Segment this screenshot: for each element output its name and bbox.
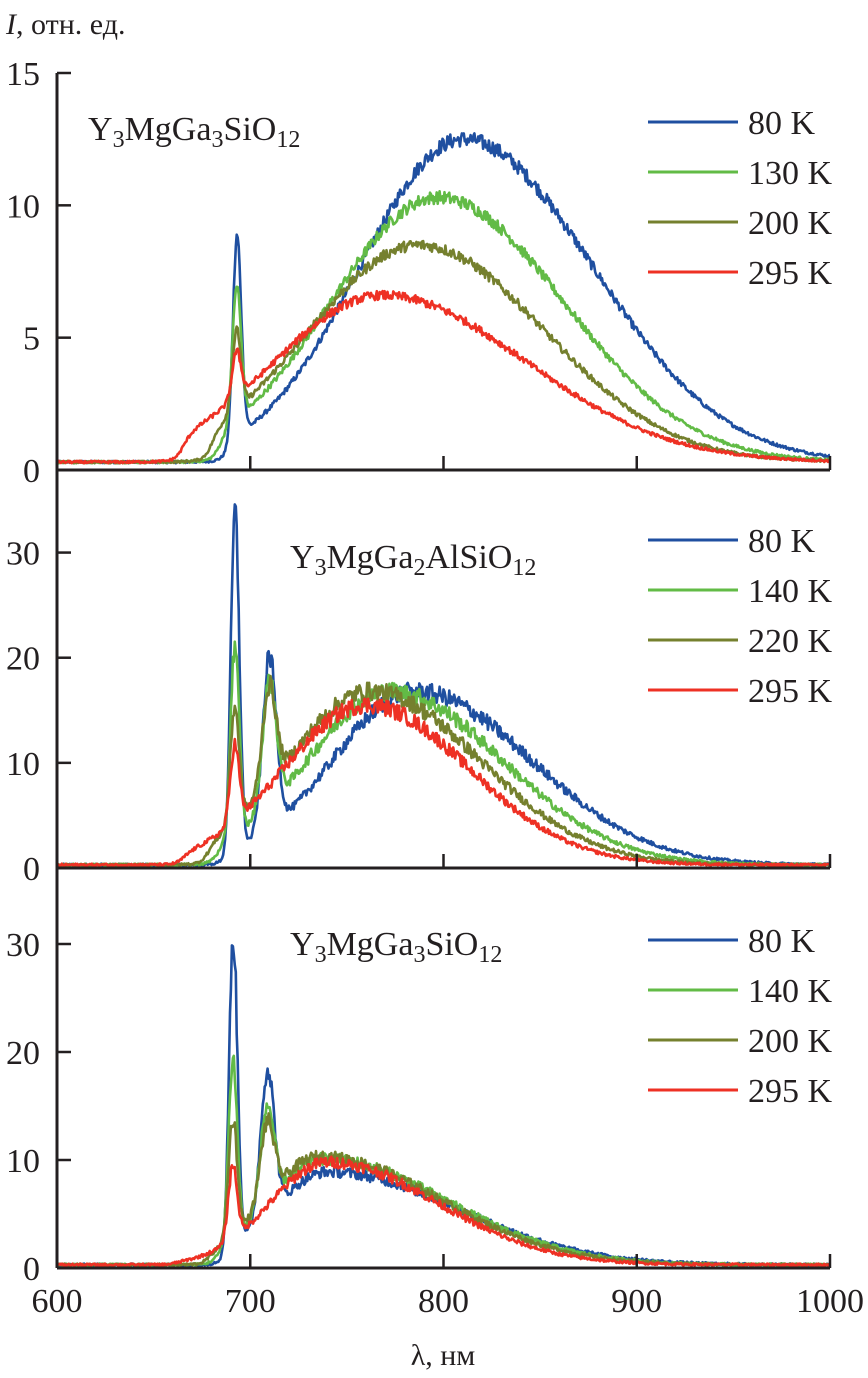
formula-text: MgGa: [327, 539, 414, 576]
legend-label: 140 K: [748, 573, 833, 610]
legend-item: 80 K: [648, 523, 816, 560]
legend-item: 220 K: [648, 623, 833, 660]
y-tick-label: 5: [23, 321, 40, 358]
panel-formula-label: Y3MgGa2AlSiO12: [290, 539, 536, 581]
formula-subscript: 3: [315, 942, 327, 968]
formula-subscript: 3: [211, 127, 223, 153]
series-line-140k: [56, 1054, 831, 1268]
legend-item: 130 K: [648, 155, 833, 192]
series-line-80k: [56, 944, 831, 1268]
formula-subscript: 12: [512, 555, 536, 581]
legend-label: 80 K: [748, 105, 816, 142]
series-line-200k: [56, 1112, 831, 1268]
formula-subscript: 2: [413, 555, 425, 581]
x-axis-title: λ, нм: [411, 1339, 476, 1372]
y-tick-label: 10: [6, 1143, 40, 1180]
series-line-200k: [56, 239, 831, 465]
legend-label: 130 K: [748, 155, 833, 192]
formula-subscript: 12: [276, 127, 300, 153]
x-tick-label: 800: [418, 1283, 469, 1320]
series-line-295k: [56, 1155, 832, 1268]
formula-text: AlSiO: [425, 539, 512, 576]
formula-subscript: 3: [315, 555, 327, 581]
legend-item: 295 K: [648, 255, 833, 292]
legend-label: 220 K: [748, 623, 833, 660]
y-tick-label: 10: [6, 746, 40, 783]
legend-item: 140 K: [648, 573, 833, 610]
legend-item: 200 K: [648, 205, 833, 242]
formula-text: Y: [290, 539, 315, 576]
formula-text: Y: [88, 111, 113, 148]
legend-item: 295 K: [648, 673, 833, 710]
formula-text: SiO: [425, 926, 478, 963]
formula-text: MgGa: [125, 111, 212, 148]
panel-formula-label: Y3MgGa3SiO12: [290, 926, 502, 968]
y-axis-title-unit: , отн. ед.: [16, 8, 125, 41]
y-axis-title-symbol: I: [5, 8, 18, 41]
series-line-130k: [56, 190, 831, 465]
y-tick-label: 15: [6, 56, 40, 93]
formula-text: Y: [290, 926, 315, 963]
y-tick-label: 0: [23, 1251, 40, 1288]
panel-middle: 0 10 20 30 Y3MgGa2AlSiO12 80 K 140 K 220 K 295 K: [6, 470, 833, 888]
legend-label: 295 K: [748, 255, 833, 292]
x-tick-label: 600: [32, 1283, 83, 1320]
formula-text: SiO: [223, 111, 276, 148]
series-line-295k: [56, 289, 831, 465]
formula-subscript: 12: [478, 942, 502, 968]
legend-item: 80 K: [648, 105, 816, 142]
formula-subscript: 3: [113, 127, 125, 153]
y-tick-label: 10: [6, 188, 40, 225]
legend-label: 295 K: [748, 1073, 833, 1110]
x-tick-label: 700: [225, 1283, 276, 1320]
series-line-80k: [56, 132, 831, 465]
formula-text: MgGa: [327, 926, 414, 963]
y-axis-title: I, отн. ед.: [5, 8, 125, 41]
y-tick-label: 20: [6, 641, 40, 678]
formula-subscript: 3: [413, 942, 425, 968]
series-line-295k: [56, 697, 831, 868]
legend-label: 140 K: [748, 973, 833, 1010]
panel-formula-label: Y3MgGa3SiO12: [88, 111, 300, 153]
legend-label: 200 K: [748, 205, 833, 242]
legend-label: 200 K: [748, 1023, 833, 1060]
y-tick-label: 30: [6, 927, 40, 964]
x-tick-label: 900: [611, 1283, 662, 1320]
x-tick-label: 1000: [796, 1283, 864, 1320]
y-tick-label: 20: [6, 1035, 40, 1072]
legend-label: 80 K: [748, 523, 816, 560]
y-tick-label: 0: [23, 851, 40, 888]
y-tick-label: 30: [6, 536, 40, 573]
legend-label: 295 K: [748, 673, 833, 710]
y-tick-label: 0: [23, 453, 40, 490]
legend-item: 200 K: [648, 1023, 833, 1060]
legend-item: 295 K: [648, 1073, 833, 1110]
series-line-140k: [56, 640, 831, 868]
series-line-220k: [56, 674, 831, 868]
legend-label: 80 K: [748, 923, 816, 960]
legend-item: 80 K: [648, 923, 816, 960]
legend-item: 140 K: [648, 973, 833, 1010]
